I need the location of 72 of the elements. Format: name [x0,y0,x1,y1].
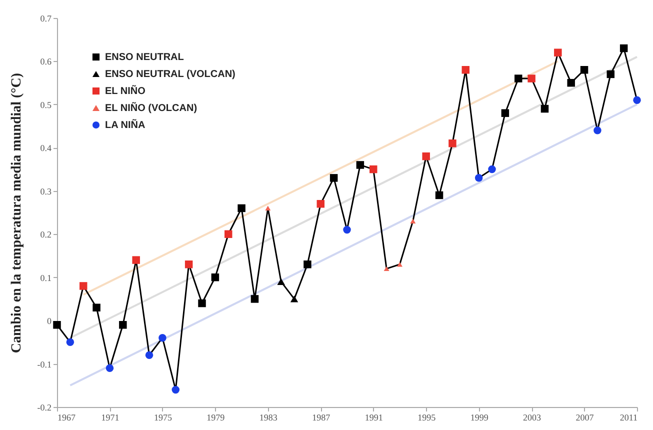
point [567,78,575,87]
point [198,299,206,308]
y-tick-label: 0.5 [40,100,52,110]
y-tick-label: 0.2 [40,230,52,240]
point [277,278,285,286]
y-tick-label: 0.4 [40,143,52,154]
x-tick-label: 1975 [154,412,172,422]
point [330,174,338,182]
point [540,104,549,113]
point [501,109,510,117]
legend-label: EL NIÑO [105,85,146,97]
point [554,48,562,56]
legend-label: ENSO NEUTRAL [105,52,184,63]
point [620,44,628,52]
point [238,204,246,212]
point [488,165,496,174]
x-tick-label: 1971 [101,412,120,422]
point [211,273,220,282]
x-tick-label: 2011 [620,412,638,422]
point [369,165,378,174]
point [410,218,416,224]
y-tick-label: 0.6 [40,56,52,67]
point [384,266,390,272]
y-tick-label: -0.1 [37,359,52,370]
x-tick-label: 2007 [576,412,594,422]
point [435,191,444,200]
point [356,161,364,169]
point [422,152,430,160]
x-tick-label: 1967 [58,412,76,422]
point [66,338,74,346]
point [184,260,193,268]
point [528,74,536,82]
point [79,282,88,290]
point [580,66,588,74]
point [172,386,180,394]
y-tick-label: 0.3 [40,186,52,196]
point [145,351,154,359]
point [514,74,522,82]
x-tick-label: 1991 [364,412,383,422]
x-tick-label: 1999 [470,412,489,422]
point [290,296,298,302]
y-tick-label: 0.1 [40,272,52,283]
point [448,139,456,148]
x-tick-label: 1987 [312,412,331,422]
point [474,174,483,182]
point [594,126,602,134]
point [606,70,615,78]
y-tick-label: 0.7 [40,14,52,24]
y-tick-label: 0 [47,316,52,326]
y-axis-title: Cambio en la temperatura media mundial (°C) [9,72,24,354]
x-tick-label: 2003 [523,412,542,422]
point [265,206,271,211]
point [343,226,351,234]
x-tick-label: 1979 [206,412,226,422]
point [92,304,100,312]
legend-label: EL NIÑO (VOLCAN) [105,102,198,114]
x-tick-label: 1983 [259,412,278,422]
x-tick-label: 1995 [418,412,436,422]
point [224,230,232,238]
point [106,364,114,372]
point [53,321,61,329]
point [119,321,127,329]
legend-label: LA NIÑA [105,119,146,131]
point [633,96,641,104]
y-tick-label: -0.2 [37,402,52,412]
legend-label: ENSO NEUTRAL (VOLCAN) [105,69,236,80]
point [304,260,312,268]
point [462,66,470,74]
point [250,295,259,303]
point [316,200,325,208]
point [158,334,166,342]
point [132,256,140,264]
